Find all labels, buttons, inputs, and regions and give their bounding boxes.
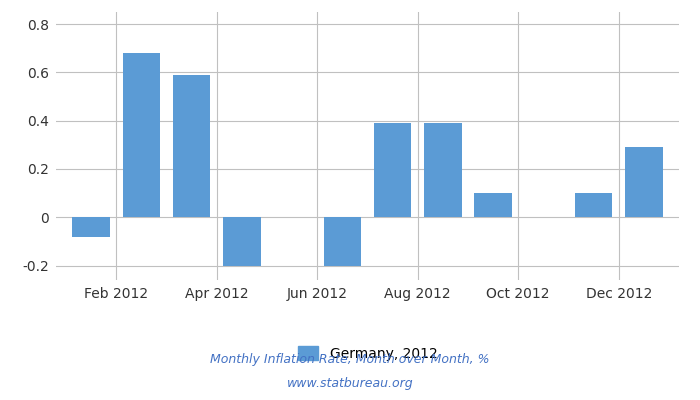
Text: www.statbureau.org: www.statbureau.org [287, 378, 413, 390]
Bar [173, 75, 211, 217]
Bar [625, 147, 663, 217]
Bar [223, 217, 260, 266]
Bar [424, 123, 462, 217]
Bar [374, 123, 412, 217]
Legend: Germany, 2012: Germany, 2012 [298, 346, 438, 361]
Bar [323, 217, 361, 266]
Bar [122, 53, 160, 217]
Bar [72, 217, 110, 236]
Bar [575, 193, 612, 217]
Bar [475, 193, 512, 217]
Text: Monthly Inflation Rate, Month over Month, %: Monthly Inflation Rate, Month over Month… [210, 354, 490, 366]
